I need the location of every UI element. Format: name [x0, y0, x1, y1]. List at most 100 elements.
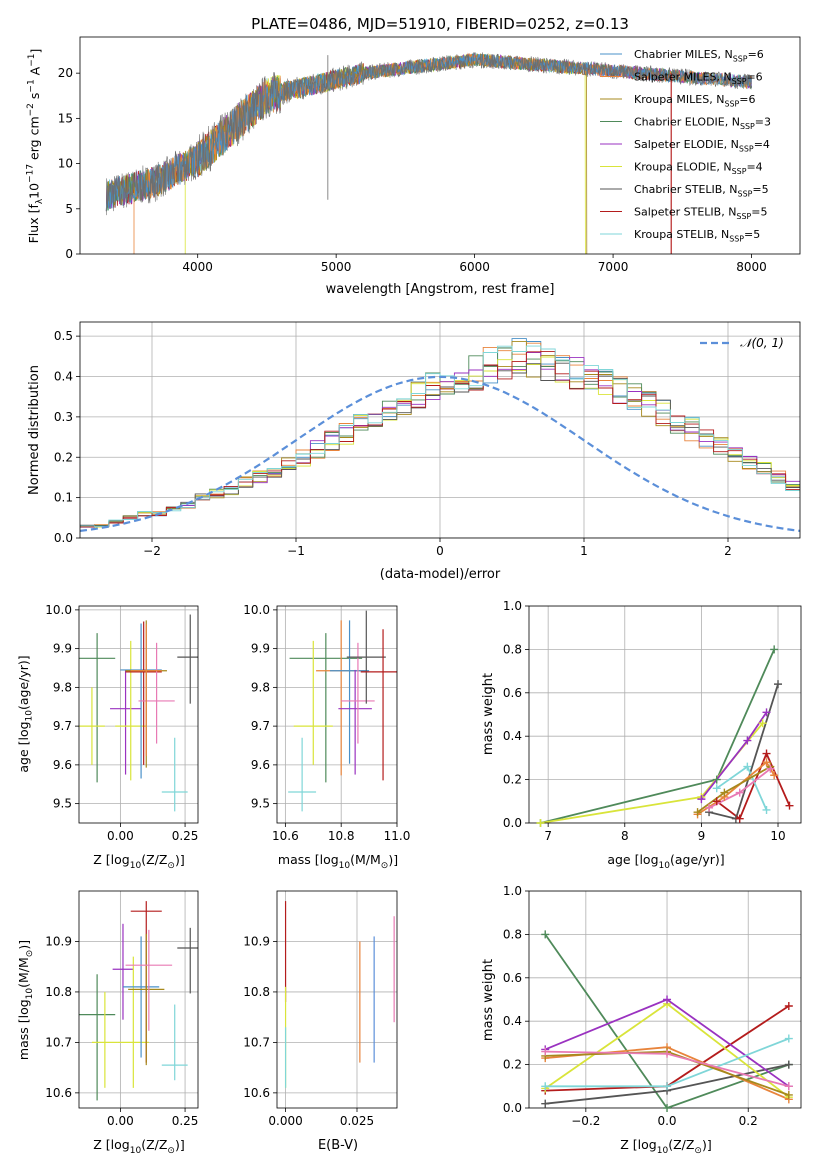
histogram-panel-frame: [79, 321, 801, 539]
weight-marker: [784, 1090, 793, 1099]
figure-title: PLATE=0486, MJD=51910, FIBERID=0252, z=0…: [251, 15, 629, 33]
mass-age-panel-plot: [277, 606, 397, 823]
weight-marker: [697, 795, 706, 804]
x-tick-label: 0.000: [268, 1114, 302, 1128]
weight-marker: [541, 930, 550, 939]
weight-marker: [784, 1082, 793, 1091]
x-tick-label: 0.025: [340, 1114, 374, 1128]
weight-marker: [705, 803, 714, 812]
y-tick-label: 0.6: [503, 686, 522, 700]
z-weight-ylabel: mass weight: [481, 959, 496, 1041]
x-tick-label: 5000: [321, 260, 352, 274]
y-tick-label: 9.5: [53, 797, 72, 811]
x-tick-label: 1: [580, 544, 588, 558]
x-tick-label: 6000: [459, 260, 490, 274]
z-mass-panel-plot: [79, 891, 198, 1108]
y-tick-label: 0.0: [503, 1101, 522, 1115]
weight-marker: [784, 1034, 793, 1043]
y-tick-label: 0.4: [503, 729, 522, 743]
histogram-step: [80, 338, 800, 528]
weight-marker: [663, 1104, 672, 1112]
x-tick-label: 0.0: [657, 1114, 676, 1128]
y-tick-label: 0.8: [503, 642, 522, 656]
y-tick-label: 10.7: [45, 1035, 72, 1049]
x-tick-label: −1: [287, 544, 305, 558]
age-weight-ylabel: mass weight: [481, 673, 496, 755]
y-tick-label: 9.9: [251, 642, 270, 656]
weight-marker: [735, 814, 744, 823]
z-weight-xlabel: Z [log10(Z/Z⊙)]: [620, 1137, 711, 1156]
age-weight-panel: 7 8 9 10 0.0 0.2 0.4 0.6 0.8 1.0 age [log10(age/yr…: [481, 599, 802, 871]
weight-marker: [766, 764, 775, 773]
x-tick-label: 10.6: [272, 829, 299, 843]
legend-label: Kroupa STELIB, NSSP=5: [634, 228, 760, 243]
histogram-step: [80, 345, 800, 527]
x-tick-label: 8000: [736, 260, 767, 274]
y-tick-label: 0.2: [503, 773, 522, 787]
x-tick-label: 8: [621, 829, 629, 843]
y-tick-label: 10.8: [45, 985, 72, 999]
histogram-step: [80, 350, 800, 528]
x-tick-label: 0.2: [739, 1114, 758, 1128]
weight-marker: [541, 1082, 550, 1091]
y-tick-label: 1.0: [503, 884, 522, 898]
y-tick-label: 0.2: [54, 450, 73, 464]
z-weight-panel: −0.2 0.0 0.2 0.0 0.2 0.4 0.6 0.8 1.0 Z [log10(Z/Z…: [481, 884, 802, 1156]
weight-marker: [785, 801, 794, 810]
spectrum-xlabel: wavelength [Angstrom, rest frame]: [326, 282, 555, 297]
y-tick-label: 9.7: [53, 719, 72, 733]
spectrum-model-line: [105, 53, 752, 212]
x-tick-label: 0.25: [172, 1114, 199, 1128]
normal-curve: [80, 375, 800, 532]
histogram-panel-plot: [80, 322, 800, 538]
weight-marker: [541, 1047, 550, 1056]
weight-marker: [743, 762, 752, 771]
y-tick-label: 10.8: [243, 985, 270, 999]
y-tick-label: 9.5: [251, 797, 270, 811]
x-tick-label: 7000: [598, 260, 629, 274]
weight-marker: [693, 808, 702, 817]
weight-marker: [712, 797, 721, 806]
spectrum-ylabel: Flux [fλ10−17 erg cm−2 s−1 A−1]: [26, 49, 45, 244]
z-age-ylabel: age [log10(age/yr)]: [16, 655, 35, 772]
y-tick-label: 10.6: [243, 1086, 270, 1100]
z-mass-xlabel: Z [log10(Z/Z⊙)]: [93, 1137, 184, 1156]
legend-label: 𝒩(0, 1): [740, 336, 784, 350]
x-tick-label: 7: [544, 829, 552, 843]
z-mass-ylabel: mass [log10(M/M⊙)]: [16, 940, 35, 1060]
spectrum-model-line: [133, 52, 752, 254]
weight-line: [716, 751, 791, 821]
spectrum-panel: 4000 5000 6000 7000 8000 0 5 10 15 20 Chabrier MIL…: [26, 36, 801, 297]
y-tick-label: 0.4: [503, 1014, 522, 1028]
y-tick-label: 10: [58, 157, 73, 171]
ebv-mass-panel: 0.000 0.025 10.6 10.7 10.8 10.9 E(B-V): [243, 890, 398, 1153]
legend-label: Chabrier ELODIE, NSSP=3: [634, 116, 771, 131]
z-mass-panel: 0.00 0.25 10.6 10.7 10.8 10.9 Z [log10(Z/Z⊙)] m…: [16, 890, 199, 1156]
y-tick-label: 1.0: [503, 599, 522, 613]
x-tick-label: 0: [436, 544, 444, 558]
spectrum-panel-plot: [105, 52, 752, 254]
weight-marker: [541, 1099, 550, 1108]
y-tick-label: 0.5: [54, 329, 73, 343]
y-tick-label: 9.7: [251, 719, 270, 733]
legend-label: Chabrier MILES, NSSP=6: [634, 48, 764, 63]
weight-line: [708, 683, 779, 820]
spectrum-model-line: [184, 53, 586, 254]
z-age-panel-frame: [78, 605, 199, 824]
spectrum-panel-frame: [79, 36, 801, 255]
y-tick-label: 10.6: [45, 1086, 72, 1100]
legend-label: Kroupa MILES, NSSP=6: [634, 93, 755, 108]
mass-age-xlabel: mass [log10(M/M⊙)]: [278, 852, 398, 871]
y-tick-label: 9.6: [251, 758, 270, 772]
age-weight-panel-frame: [528, 605, 802, 824]
y-tick-label: 9.9: [53, 642, 72, 656]
weight-marker: [770, 771, 779, 780]
weight-marker: [762, 749, 771, 758]
histogram-step: [80, 347, 800, 527]
weight-marker: [536, 819, 545, 827]
y-tick-label: 9.8: [53, 680, 72, 694]
weight-line: [540, 722, 764, 823]
legend-label: Salpeter ELODIE, NSSP=4: [634, 138, 770, 153]
y-tick-label: 10.0: [45, 603, 72, 617]
weight-marker: [743, 736, 752, 745]
